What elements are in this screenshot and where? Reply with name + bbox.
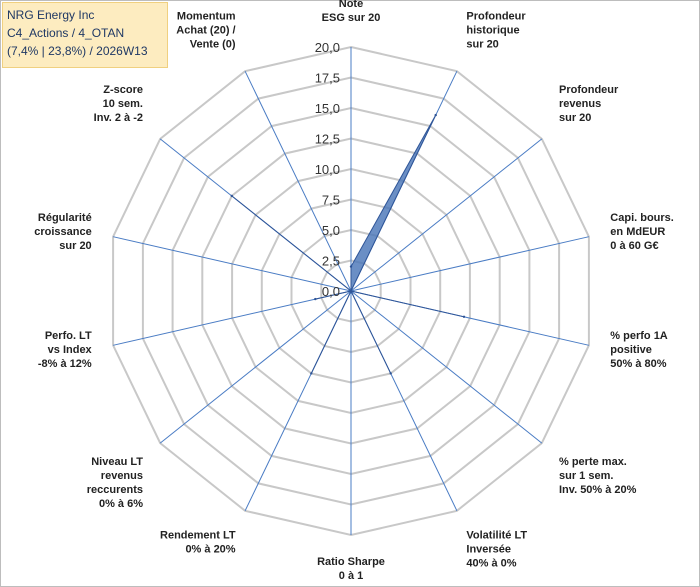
axis-label: Ratio Sharpe 0 à 1	[317, 556, 385, 582]
axis-label-line: Régularité	[38, 212, 92, 224]
data-point	[310, 372, 313, 375]
axis-label-line: Perfo. LT	[45, 330, 92, 342]
axis-label-line: 0% à 6%	[99, 498, 143, 510]
axis-label: Niveau LT revenus reccurents 0% à 6%	[87, 456, 144, 510]
axis-label-line: en MdEUR	[610, 226, 665, 238]
data-point	[462, 315, 466, 318]
portfolio-label: C4_Actions / 4_OTAN	[7, 26, 125, 40]
tick-label: 7,5	[322, 193, 340, 208]
axis-label-line: sur 20	[466, 38, 498, 50]
series-area	[231, 114, 465, 374]
tick-label: 12,5	[315, 132, 340, 147]
tick-labels: 0,0 2,5 5,0 7,5 10,0 12,5 15,0 17,5 20,0	[315, 40, 340, 299]
axis-label-line: positive	[610, 344, 652, 356]
axis-label-line: ESG sur 20	[322, 12, 381, 24]
axis-label-line: Vente (0)	[190, 38, 236, 50]
series	[230, 113, 466, 375]
axis-label-line: Momentum	[177, 10, 236, 22]
data-point	[349, 265, 353, 268]
axis-label-line: Z-score	[103, 84, 143, 96]
axis-spoke	[112, 236, 352, 292]
data-point	[434, 113, 437, 117]
axis-label-line: 10 sem.	[103, 98, 143, 110]
axis-label-line: 40% à 0%	[466, 558, 516, 570]
tick-label: 5,0	[322, 223, 340, 238]
axis-spoke	[112, 290, 352, 346]
data-point	[230, 194, 233, 198]
axis-label-line: Volatilité LT	[466, 530, 527, 542]
axis-label-line: sur 1 sem.	[559, 470, 613, 482]
axis-spoke	[159, 290, 352, 444]
data-point	[349, 289, 353, 293]
tick-label: 0,0	[322, 284, 340, 299]
axis-label-line: vs Index	[48, 344, 93, 356]
axis-label-line: % perfo 1A	[610, 330, 668, 342]
axis-label-line: Achat (20) /	[176, 24, 235, 36]
axis-spoke	[350, 236, 590, 292]
axis-label-line: croissance	[34, 226, 91, 238]
tick-label: 2,5	[322, 254, 340, 269]
axis-label: Volatilité LT Inversée 40% à 0%	[466, 530, 527, 570]
axis-label: Profondeur historique sur 20	[466, 10, 526, 50]
axis-label-line: Ratio Sharpe	[317, 556, 385, 568]
axis-label-line: historique	[466, 24, 519, 36]
axis-label-line: sur 20	[559, 112, 591, 124]
axis-label-line: Rendement LT	[160, 530, 236, 542]
axis-label-line: Inv. 50% à 20%	[559, 484, 637, 496]
axis-label-line: 0 à 1	[339, 570, 363, 582]
data-point	[389, 372, 392, 375]
data-point	[314, 297, 317, 301]
axis-label-line: Profondeur	[466, 10, 526, 22]
tick-label: 17,5	[315, 71, 340, 86]
axis-label-line: Inversée	[466, 544, 511, 556]
axis-label-line: -8% à 12%	[38, 358, 92, 370]
axis-label: Note ESG sur 20	[322, 0, 381, 24]
tick-label: 10,0	[315, 162, 340, 177]
axis-label-line: Profondeur	[559, 84, 619, 96]
axis-label-line: % perte max.	[559, 456, 627, 468]
axis-label-line: sur 20	[59, 240, 91, 252]
info-box: NRG Energy Inc C4_Actions / 4_OTAN (7,4%…	[2, 2, 168, 68]
axis-label: Régularité croissance sur 20	[34, 212, 91, 252]
axis-label: Z-score 10 sem. Inv. 2 à -2	[94, 84, 143, 124]
period-label: (7,4% | 23,8%) / 2026W13	[7, 44, 148, 58]
axis-label-line: 0 à 60 G€	[610, 240, 658, 252]
axis-label-line: Niveau LT	[91, 456, 143, 468]
axis-label-line: 50% à 80%	[610, 358, 666, 370]
axis-spoke	[350, 290, 543, 444]
axis-label-line: Note	[339, 0, 363, 10]
axis-spoke	[244, 70, 352, 292]
axis-spoke	[350, 138, 543, 292]
axis-label-line: revenus	[559, 98, 601, 110]
axis-label: Profondeur revenus sur 20	[559, 84, 619, 124]
tick-label: 20,0	[315, 40, 340, 55]
axis-label-line: 0% à 20%	[185, 544, 235, 556]
axis-label: Rendement LT 0% à 20%	[160, 530, 236, 556]
axis-labels: Note ESG sur 20 Profondeur historique sur 20…	[34, 0, 674, 582]
axis-label-line: Inv. 2 à -2	[94, 112, 143, 124]
axis-label: Capi. bours. en MdEUR 0 à 60 G€	[610, 212, 674, 252]
axis-label: Momentum Achat (20) / Vente (0)	[176, 10, 236, 50]
axis-label: % perfo 1A positive 50% à 80%	[610, 330, 668, 370]
axis-label: Perfo. LT vs Index -8% à 12%	[38, 330, 93, 370]
axis-label-line: revenus	[101, 470, 143, 482]
tick-label: 15,0	[315, 101, 340, 116]
axis-label-line: Capi. bours.	[610, 212, 674, 224]
company-name: NRG Energy Inc	[7, 8, 95, 22]
axis-label: % perte max. sur 1 sem. Inv. 50% à 20%	[559, 456, 637, 496]
axis-label-line: reccurents	[87, 484, 143, 496]
